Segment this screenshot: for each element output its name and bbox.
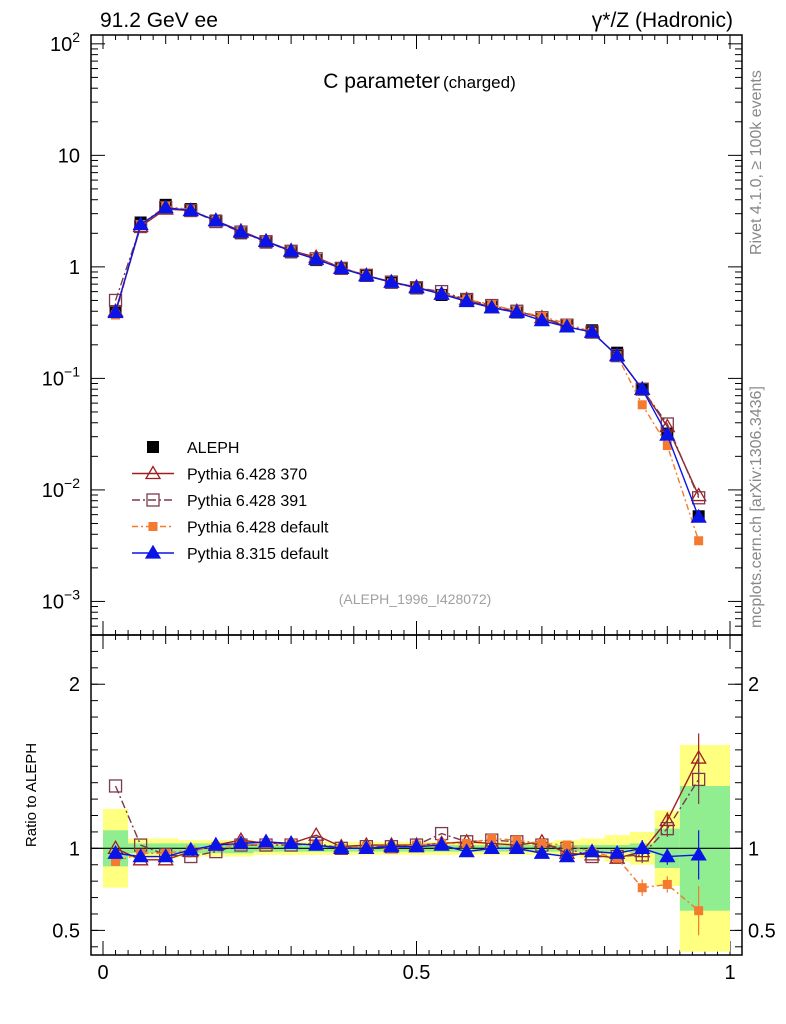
series-marker: [207, 212, 224, 227]
legend-label: Pythia 6.428 370: [187, 467, 307, 484]
ratio-y-tick-label: 0.5: [52, 920, 80, 942]
ratio-series-marker: [333, 840, 350, 854]
ratio-y-tick-label: 2: [69, 674, 80, 696]
ratio-series-marker: [232, 835, 250, 850]
series-marker: [690, 508, 707, 523]
chart-title: C parameter: [323, 70, 440, 93]
ratio-series-marker: [207, 836, 224, 851]
series-marker: [408, 279, 425, 294]
y-tick-label: 102: [50, 29, 80, 56]
ratio-series-marker: [637, 883, 647, 893]
ratio-y-tick-label-right: 2: [748, 674, 759, 696]
main-plot: C parameter (charged) (ALEPH_1996_I428072)…: [42, 29, 743, 636]
ratio-series-marker: [483, 840, 500, 854]
x-tick-label: 0: [97, 962, 108, 984]
series-marker: [690, 487, 707, 502]
ratio-series-marker: [660, 821, 674, 836]
ratio-series-marker: [132, 848, 149, 863]
ratio-series-marker: [358, 840, 375, 854]
ratio-y-tick-label-right: 1: [748, 838, 759, 860]
series-marker: [182, 202, 199, 217]
legend-data-marker: [147, 441, 159, 453]
series-marker: [533, 312, 551, 327]
y-tick-label: 10−2: [42, 475, 80, 502]
ratio-series-marker: [583, 843, 601, 858]
ratio-series-marker: [383, 838, 400, 853]
header-right-title: γ*/Z (Hadronic): [592, 9, 733, 32]
series-marker: [659, 426, 676, 441]
series-marker: [433, 285, 450, 300]
legend-label: Pythia 6.428 391: [187, 493, 307, 510]
ratio-series-marker: [508, 840, 525, 854]
y-tick-label: 10−1: [42, 363, 80, 390]
ratio-series-marker: [157, 848, 174, 863]
ratio-series-marker: [433, 836, 450, 851]
series-marker: [157, 199, 174, 214]
series-marker: [232, 223, 250, 238]
ratio-series-marker: [408, 838, 425, 853]
series-marker: [634, 380, 651, 395]
series-marker: [308, 250, 325, 265]
legend-label: Pythia 6.428 default: [187, 520, 329, 537]
ratio-series-marker: [692, 772, 706, 787]
analysis-label: (ALEPH_1996_I428072): [339, 591, 492, 607]
series-marker: [458, 293, 475, 308]
legend-marker: [148, 522, 158, 531]
ratio-plot: 0 0.5 1 0.5 0.5 1 1 2 2 Ratio to ALEPH: [23, 621, 776, 984]
series-marker: [132, 216, 149, 231]
ratio-series-marker: [257, 833, 275, 848]
series-marker: [358, 267, 375, 282]
legend-marker: [146, 493, 160, 507]
x-tick-label: 0.5: [403, 962, 431, 984]
ratio-series-marker: [694, 906, 704, 916]
series-marker: [282, 242, 300, 257]
series-marker: [609, 347, 626, 362]
header-left-title: 91.2 GeV ee: [100, 9, 218, 32]
x-tick-label: 1: [724, 962, 735, 984]
ratio-series-marker: [458, 843, 475, 858]
ratio-series-marker: [182, 841, 199, 856]
ratio-series-marker: [558, 848, 576, 863]
series-marker: [583, 323, 601, 338]
ratio-y-tick-label-right: 0.5: [748, 920, 776, 942]
y-tick-label: 10−3: [42, 586, 80, 613]
ratio-series-marker: [108, 779, 123, 793]
series-marker: [558, 318, 576, 333]
ratio-series-marker: [282, 835, 300, 850]
series-marker: [483, 299, 500, 314]
series-marker: [508, 304, 525, 319]
y-tick-label: 1: [69, 257, 80, 279]
series-marker: [383, 273, 400, 288]
series-marker: [257, 232, 275, 247]
ratio-series-marker: [609, 844, 626, 859]
ratio-series-marker: [562, 840, 572, 850]
ratio-series-marker: [107, 844, 124, 859]
chart-subtitle: (charged): [443, 73, 516, 92]
legend-label: Pythia 8.315 default: [187, 546, 329, 563]
y-tick-label: 10: [58, 145, 80, 167]
rivet-version-label: Rivet 4.1.0, ≥ 100k events: [748, 70, 765, 255]
mcplots-label: mcplots.cern.ch [arXiv:1306.3436]: [748, 386, 765, 628]
ratio-series-marker: [662, 879, 672, 889]
series-marker: [107, 304, 124, 319]
ratio-series-marker: [533, 844, 551, 859]
series-marker: [692, 491, 706, 505]
ratio-y-axis-label: Ratio to ALEPH: [23, 743, 40, 847]
series-marker: [333, 260, 350, 274]
ratio-y-tick-label: 1: [69, 838, 80, 860]
series-marker: [637, 400, 647, 410]
legend-marker: [144, 465, 162, 480]
ratio-series-marker: [690, 846, 707, 861]
ratio-series-marker: [308, 836, 325, 851]
legend-marker: [144, 544, 162, 559]
series-marker: [694, 536, 704, 546]
ratio-series-marker: [659, 848, 676, 863]
legend-data-label: ALEPH: [187, 440, 239, 457]
ratio-series-marker: [634, 840, 651, 854]
